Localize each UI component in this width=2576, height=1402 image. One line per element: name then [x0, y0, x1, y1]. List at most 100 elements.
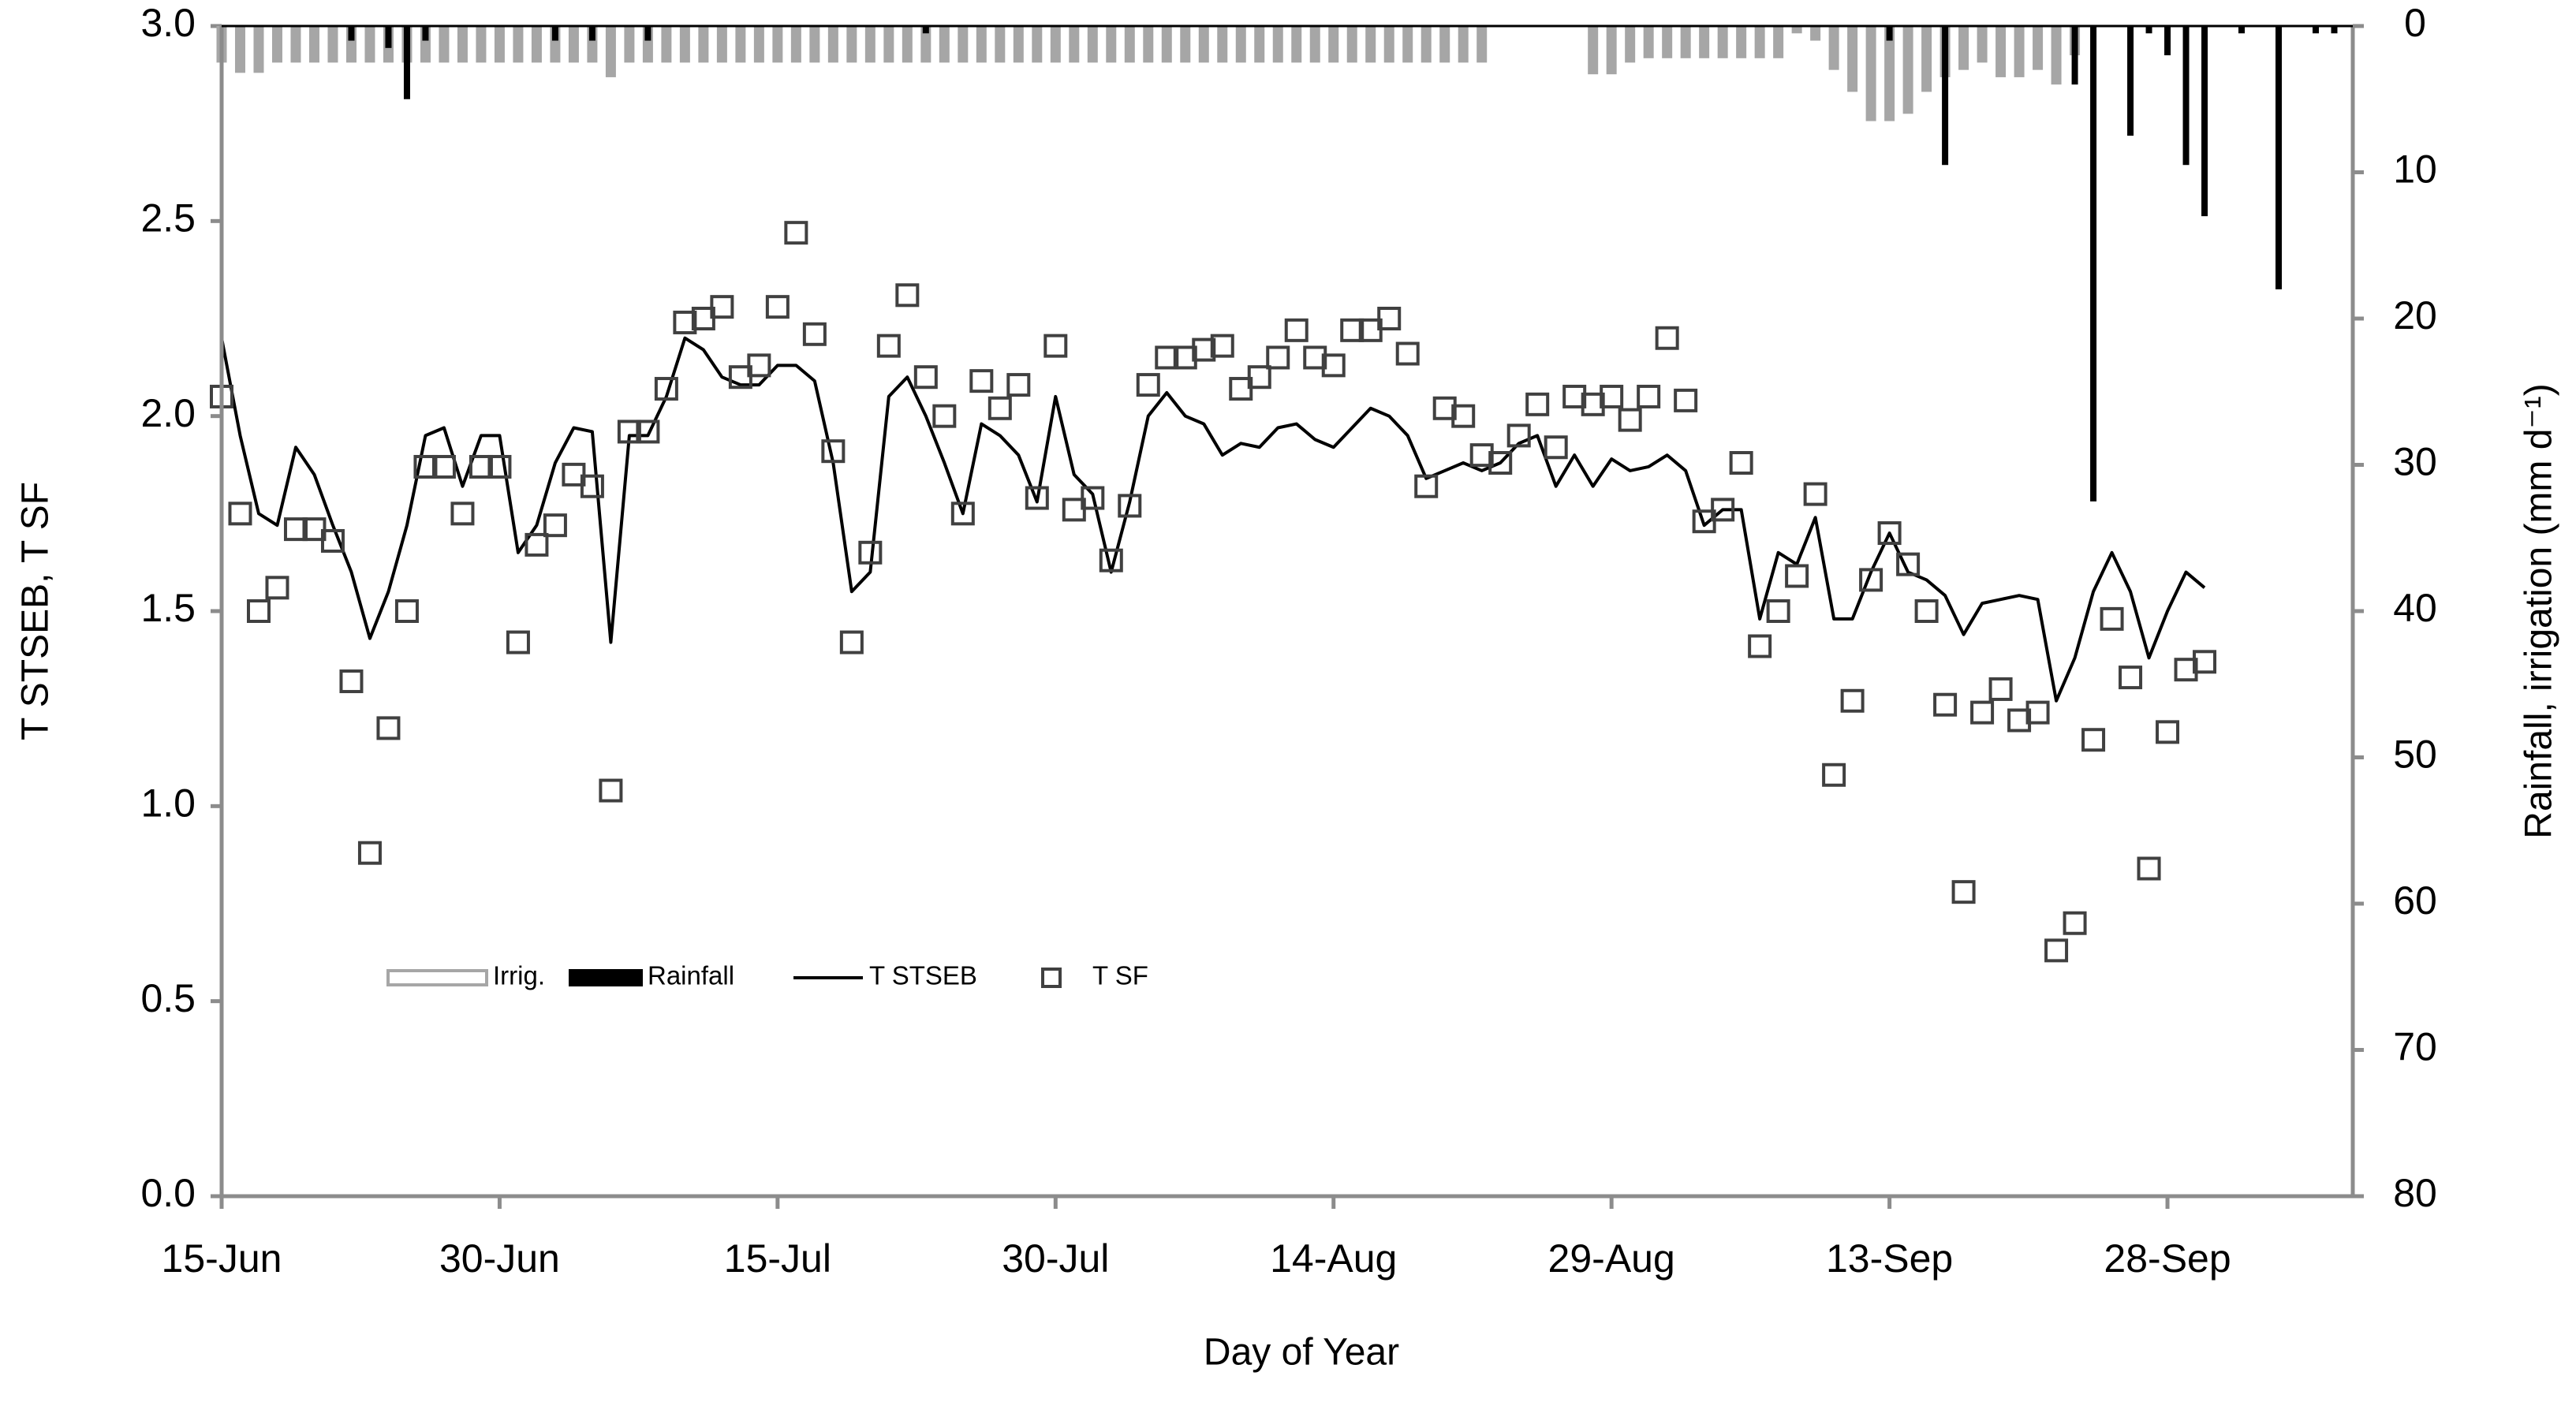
point [1025, 486, 1049, 510]
y2-tick-label: 60 [2393, 878, 2437, 923]
bar [1847, 26, 1858, 92]
point [1803, 482, 1827, 506]
point [1655, 326, 1679, 350]
y-tick-label: 1.5 [140, 586, 196, 630]
point [1266, 345, 1290, 370]
bar [1699, 26, 1710, 58]
bar [1346, 26, 1357, 63]
point [2174, 658, 2198, 682]
point [1043, 334, 1068, 358]
point [1173, 345, 1197, 370]
point [431, 454, 456, 479]
x-axis-title: Day of Year [1204, 1332, 1399, 1374]
point [636, 419, 660, 444]
bar [1161, 26, 1172, 63]
y2-tick-label: 80 [2393, 1171, 2437, 1215]
bar [1921, 26, 1932, 92]
point [2137, 856, 2161, 881]
point [2044, 938, 2069, 963]
point [413, 454, 438, 479]
point [969, 369, 994, 393]
bar [1050, 26, 1061, 63]
bar [385, 26, 392, 48]
y-tick-label: 0.5 [140, 976, 196, 1020]
point [1544, 435, 1568, 460]
bar [772, 26, 783, 63]
x-tick-label: 13-Sep [1826, 1236, 1953, 1281]
point [2156, 720, 2180, 744]
bar [644, 26, 651, 41]
point [469, 454, 493, 479]
bar [364, 26, 375, 63]
bar [753, 26, 764, 63]
bar [661, 26, 672, 63]
point [617, 419, 641, 444]
point [2193, 650, 2217, 674]
bar [1254, 26, 1265, 63]
bar [809, 26, 820, 63]
point [1395, 341, 1420, 366]
bar [403, 26, 410, 99]
point [1506, 423, 1531, 448]
legend-swatch [1041, 968, 1062, 988]
point [339, 669, 364, 694]
bar [1625, 26, 1636, 63]
point [265, 576, 289, 600]
bar [1235, 26, 1246, 63]
point [710, 295, 734, 319]
bar [253, 26, 264, 73]
legend-swatch [386, 969, 488, 986]
point [1099, 548, 1123, 572]
bar [1773, 26, 1784, 58]
bar [1828, 26, 1839, 70]
bar [827, 26, 838, 63]
point [1006, 373, 1031, 397]
bar [1365, 26, 1376, 63]
point [1192, 337, 1216, 362]
point [2100, 606, 2124, 631]
bar [958, 26, 969, 63]
legend-label: Irrig. [493, 961, 545, 990]
point [1247, 365, 1271, 390]
y2-tick-label: 0 [2404, 1, 2426, 45]
bar [531, 26, 542, 63]
bar [883, 26, 894, 63]
point [2007, 708, 2032, 733]
bar [939, 26, 950, 63]
bar [1902, 26, 1913, 114]
bar [1291, 26, 1302, 63]
y-tick-label: 2.0 [140, 391, 196, 435]
bar [1198, 26, 1209, 63]
point [1118, 494, 1142, 518]
point [1914, 599, 1939, 623]
bar [1942, 26, 1949, 166]
point [1081, 486, 1105, 510]
bar [348, 26, 355, 41]
point [228, 502, 252, 526]
bar [2071, 26, 2078, 85]
bar [2182, 26, 2190, 166]
bar [1717, 26, 1728, 58]
bar [327, 26, 338, 63]
x-tick-label: 28-Sep [2104, 1236, 2231, 1281]
point [1951, 880, 1976, 904]
point [1136, 373, 1160, 397]
point [1859, 568, 1883, 592]
point [1451, 404, 1476, 428]
x-tick-label: 30-Jul [1002, 1236, 1109, 1281]
bar [976, 26, 987, 63]
bar [1328, 26, 1339, 63]
bar [422, 26, 429, 41]
point [1414, 474, 1439, 498]
bar [1477, 26, 1488, 63]
bar [494, 26, 505, 63]
bar [2090, 26, 2097, 502]
y-tick-label: 0.0 [140, 1171, 196, 1215]
point [1933, 692, 1958, 717]
bar [588, 26, 595, 41]
point [376, 716, 401, 740]
point [1488, 451, 1513, 475]
y2-tick-label: 50 [2393, 733, 2437, 777]
point [1822, 763, 1846, 787]
